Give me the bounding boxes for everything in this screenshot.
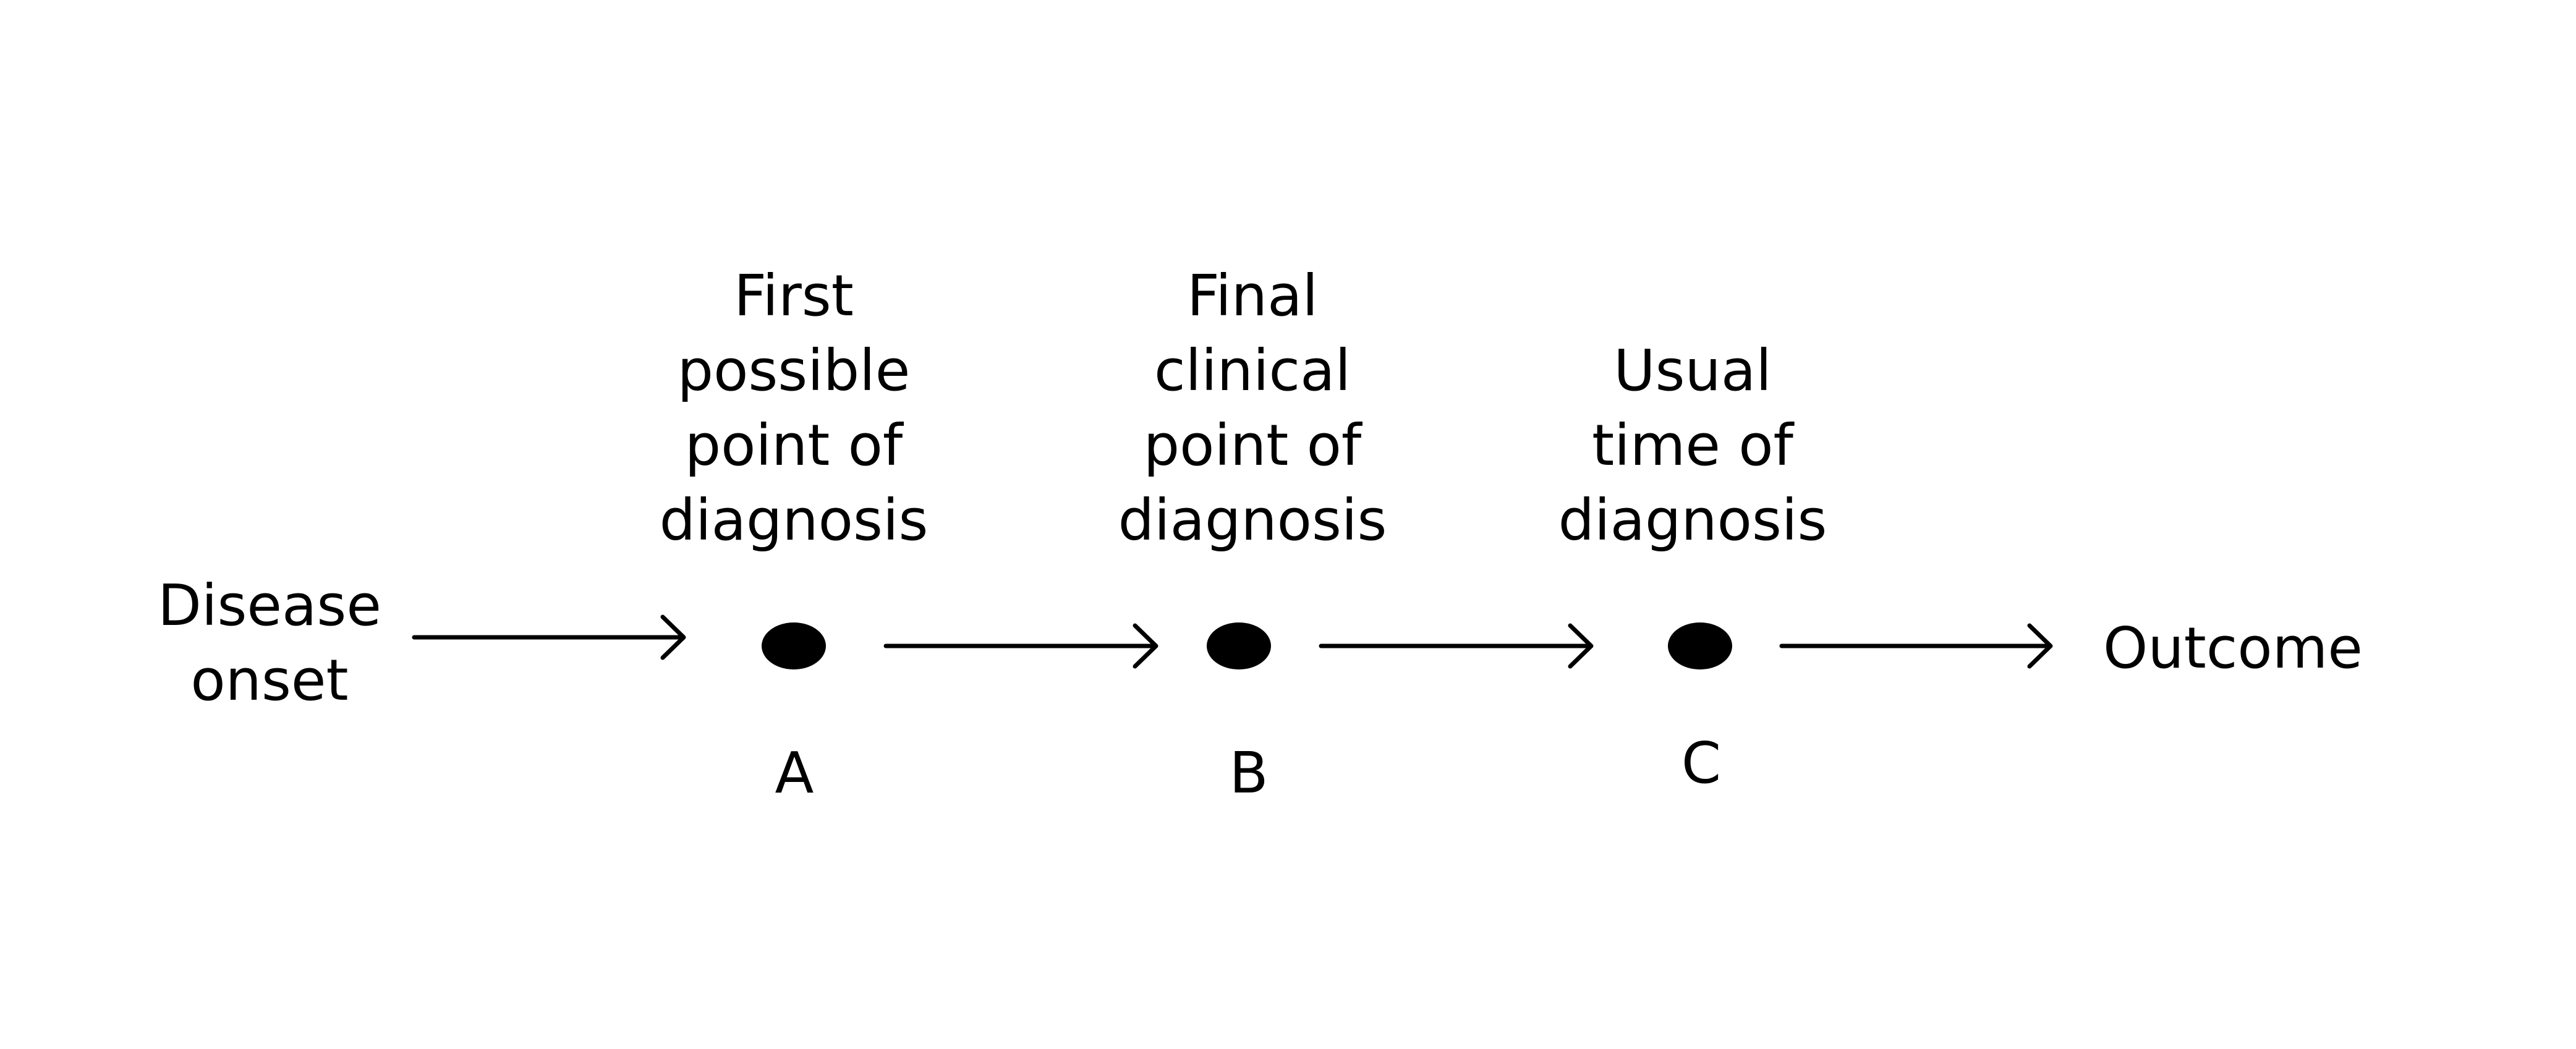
point-a-label-line: diagnosis: [659, 487, 929, 553]
disease-onset-label: Disease onset: [158, 568, 381, 718]
arrow-onset-to-a: [412, 614, 686, 660]
point-b-dot: [1207, 622, 1271, 669]
point-b-label-line: point of: [1143, 412, 1362, 478]
point-b-label: Final clinical point of diagnosis: [1118, 258, 1387, 558]
point-a-label-line: point of: [684, 412, 903, 478]
point-a-marker: A: [775, 740, 814, 806]
arrow-b-to-c: [1319, 623, 1594, 669]
disease-onset-line: Disease: [158, 572, 381, 639]
outcome-text: Outcome: [2103, 615, 2363, 681]
point-b-marker: B: [1229, 740, 1269, 806]
point-a-dot: [762, 622, 826, 669]
outcome-label: Outcome: [2103, 611, 2363, 686]
point-c-label: Usual time of diagnosis: [1558, 333, 1827, 558]
point-c-label-line: diagnosis: [1558, 487, 1827, 553]
disease-onset-line: onset: [190, 647, 349, 713]
point-b-label-line: clinical: [1154, 338, 1351, 404]
point-a-label: First possible point of diagnosis: [660, 258, 929, 558]
point-a-label-line: possible: [677, 338, 911, 404]
point-b-label-line: Final: [1186, 263, 1319, 329]
point-c-label-line: Usual: [1613, 338, 1772, 404]
arrow-c-to-outcome: [1779, 623, 2053, 669]
point-c-marker: C: [1681, 730, 1722, 796]
point-b-label-line: diagnosis: [1118, 487, 1387, 553]
point-c-dot: [1668, 622, 1732, 669]
arrow-a-to-b: [883, 623, 1158, 669]
point-c-label-line: time of: [1592, 412, 1793, 478]
point-a-label-line: First: [734, 263, 854, 329]
